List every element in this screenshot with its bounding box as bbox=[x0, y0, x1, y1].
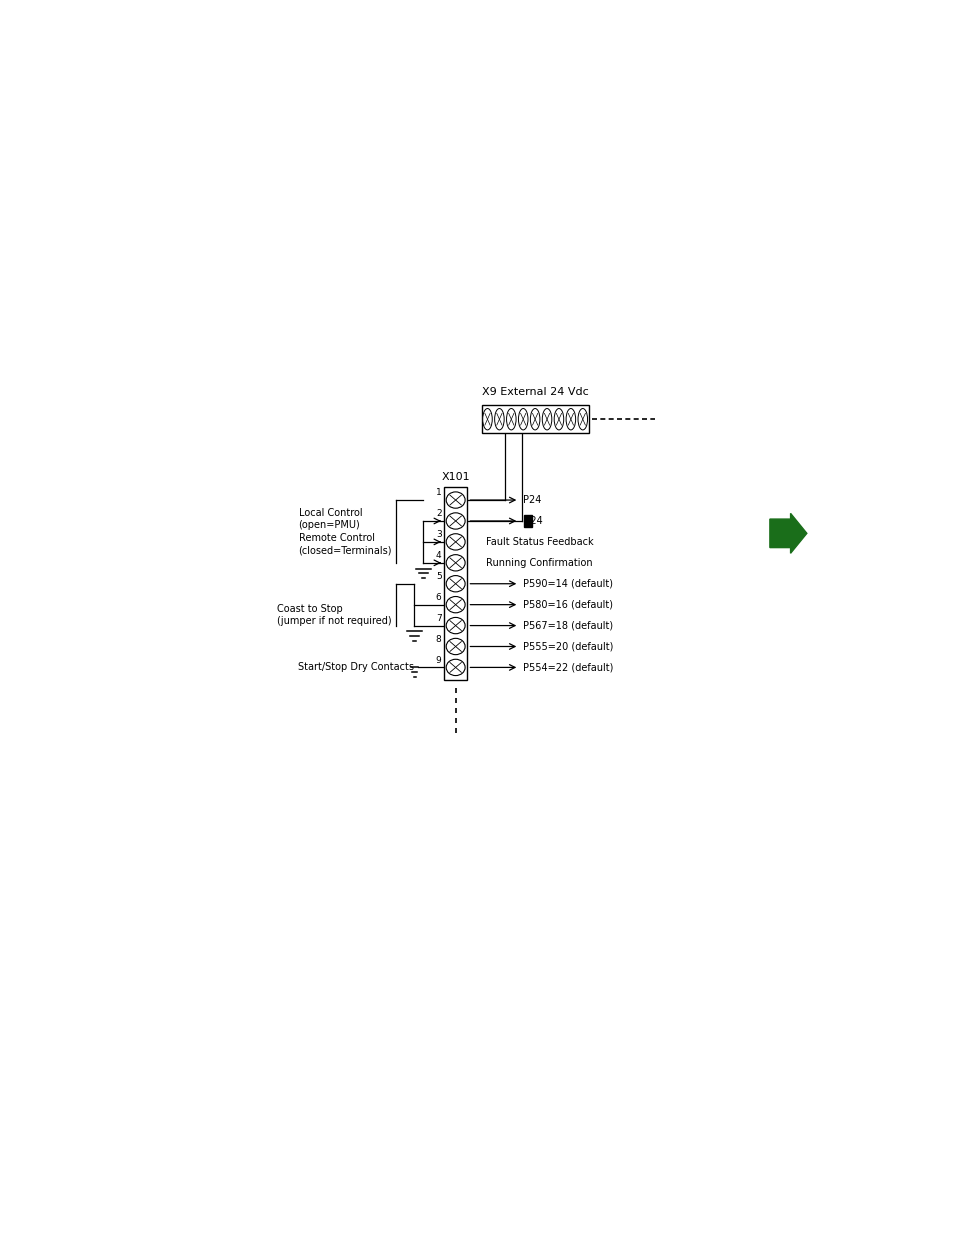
Ellipse shape bbox=[517, 409, 527, 430]
Text: N24: N24 bbox=[522, 516, 542, 526]
Text: 2: 2 bbox=[436, 509, 441, 519]
Ellipse shape bbox=[482, 409, 492, 430]
Bar bbox=[443, 488, 467, 680]
Ellipse shape bbox=[446, 638, 465, 655]
Text: X9 External 24 Vdc: X9 External 24 Vdc bbox=[481, 388, 588, 398]
Ellipse shape bbox=[578, 409, 587, 430]
Text: 4: 4 bbox=[436, 551, 441, 559]
Ellipse shape bbox=[446, 597, 465, 613]
Bar bbox=[524, 515, 532, 527]
Text: Local Control
(open=PMU)
Remote Control
(closed=Terminals): Local Control (open=PMU) Remote Control … bbox=[298, 508, 392, 555]
Ellipse shape bbox=[494, 409, 503, 430]
Text: 6: 6 bbox=[436, 593, 441, 601]
Ellipse shape bbox=[506, 409, 516, 430]
Text: X101: X101 bbox=[441, 472, 470, 482]
Ellipse shape bbox=[446, 513, 465, 529]
Ellipse shape bbox=[530, 409, 539, 430]
Text: Coast to Stop
(jumper if not required): Coast to Stop (jumper if not required) bbox=[277, 604, 392, 626]
Text: Start/Stop Dry Contacts: Start/Stop Dry Contacts bbox=[298, 662, 414, 672]
FancyArrow shape bbox=[769, 514, 806, 553]
Ellipse shape bbox=[565, 409, 575, 430]
Text: 7: 7 bbox=[436, 614, 441, 622]
Text: Running Confirmation: Running Confirmation bbox=[485, 558, 592, 568]
Text: Fault Status Feedback: Fault Status Feedback bbox=[485, 537, 593, 547]
Ellipse shape bbox=[446, 555, 465, 571]
Text: P567=18 (default): P567=18 (default) bbox=[522, 620, 613, 631]
Ellipse shape bbox=[446, 659, 465, 676]
Text: P555=20 (default): P555=20 (default) bbox=[522, 641, 613, 652]
Ellipse shape bbox=[446, 534, 465, 550]
Text: 3: 3 bbox=[436, 530, 441, 538]
Text: P24: P24 bbox=[522, 495, 540, 505]
Text: 1: 1 bbox=[436, 488, 441, 498]
Text: P580=16 (default): P580=16 (default) bbox=[522, 600, 612, 610]
Ellipse shape bbox=[446, 576, 465, 592]
Text: P590=14 (default): P590=14 (default) bbox=[522, 579, 612, 589]
Ellipse shape bbox=[446, 492, 465, 509]
Ellipse shape bbox=[554, 409, 563, 430]
Text: P554=22 (default): P554=22 (default) bbox=[522, 662, 613, 672]
Text: 8: 8 bbox=[436, 635, 441, 643]
Ellipse shape bbox=[541, 409, 551, 430]
Text: 9: 9 bbox=[436, 656, 441, 664]
Ellipse shape bbox=[446, 618, 465, 634]
Bar bbox=[481, 405, 588, 433]
Text: 5: 5 bbox=[436, 572, 441, 580]
